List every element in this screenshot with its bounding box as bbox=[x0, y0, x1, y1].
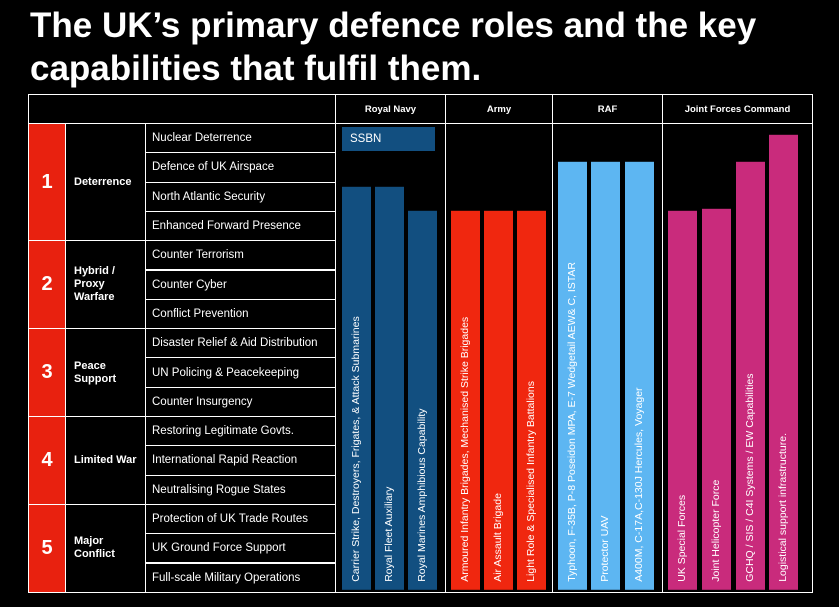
role-label: Hybrid / Proxy Warfare bbox=[65, 240, 146, 330]
column-header: Royal Navy bbox=[335, 94, 446, 124]
role-label: Deterrence bbox=[65, 123, 146, 242]
capability: International Rapid Reaction bbox=[145, 445, 336, 476]
title: The UK’s primary defence roles and the k… bbox=[30, 6, 757, 88]
asset-bar: Typhoon, F-35B, P-8 Poseidon MPA, E-7 We… bbox=[558, 162, 587, 590]
role-label: Peace Support bbox=[65, 328, 146, 417]
asset-bar: Carrier Strike, Destroyers, Frigates, & … bbox=[342, 187, 371, 590]
role-label: Major Conflict bbox=[65, 503, 146, 593]
capability: Restoring Legitimate Govts. bbox=[145, 416, 336, 447]
asset-bar: UK Special Forces bbox=[668, 211, 697, 590]
asset-bar: Joint Helicopter Force bbox=[702, 209, 731, 590]
column-header: Joint Forces Command bbox=[662, 94, 813, 124]
role-number: 5 bbox=[28, 503, 66, 593]
capability: UK Ground Force Support bbox=[145, 533, 336, 564]
capability: Conflict Prevention bbox=[145, 298, 336, 330]
role-number: 4 bbox=[28, 416, 66, 505]
capability: Full-scale Military Operations bbox=[145, 562, 336, 593]
role-number: 2 bbox=[28, 240, 66, 330]
capability: Counter Cyber bbox=[145, 269, 336, 300]
capability: UN Policing & Peacekeeping bbox=[145, 357, 336, 388]
capability: Counter Insurgency bbox=[145, 386, 336, 417]
capability: Counter Terrorism bbox=[145, 240, 336, 271]
asset-bar: Royal Fleet Auxiliary bbox=[375, 187, 404, 590]
capability: Neutralising Rogue States bbox=[145, 474, 336, 505]
asset-bar: Royal Marines Amphibious Capability bbox=[408, 211, 437, 590]
column-header: Army bbox=[445, 94, 553, 124]
capability: Enhanced Forward Presence bbox=[145, 210, 336, 242]
asset-bar: Light Role & Specialised Infantry Battal… bbox=[517, 211, 546, 590]
asset-bar: Logistical support infrastructure. bbox=[769, 135, 798, 590]
role-number: 1 bbox=[28, 123, 66, 242]
capability: Disaster Relief & Aid Distribution bbox=[145, 328, 336, 359]
asset-bar: Air Assault Brigade bbox=[484, 211, 513, 590]
asset-bar: GCHQ / SIS / C4I Systems / EW Capabiliti… bbox=[736, 162, 765, 590]
asset-bar: A400M, C-17A,C-130J Hercules, Voyager bbox=[625, 162, 654, 590]
header-cell bbox=[28, 94, 336, 124]
capability: Protection of UK Trade Routes bbox=[145, 503, 336, 535]
role-number: 3 bbox=[28, 328, 66, 417]
role-label: Limited War bbox=[65, 416, 146, 505]
column-header: RAF bbox=[552, 94, 663, 124]
column-body bbox=[662, 123, 813, 593]
capability: Defence of UK Airspace bbox=[145, 152, 336, 183]
asset-bar: Protector UAV bbox=[591, 162, 620, 590]
capability: North Atlantic Security bbox=[145, 181, 336, 212]
asset-bar: SSBN bbox=[342, 127, 435, 151]
capability: Nuclear Deterrence bbox=[145, 123, 336, 154]
asset-bar: Armoured Infantry Brigades, Mechanised S… bbox=[451, 211, 480, 590]
